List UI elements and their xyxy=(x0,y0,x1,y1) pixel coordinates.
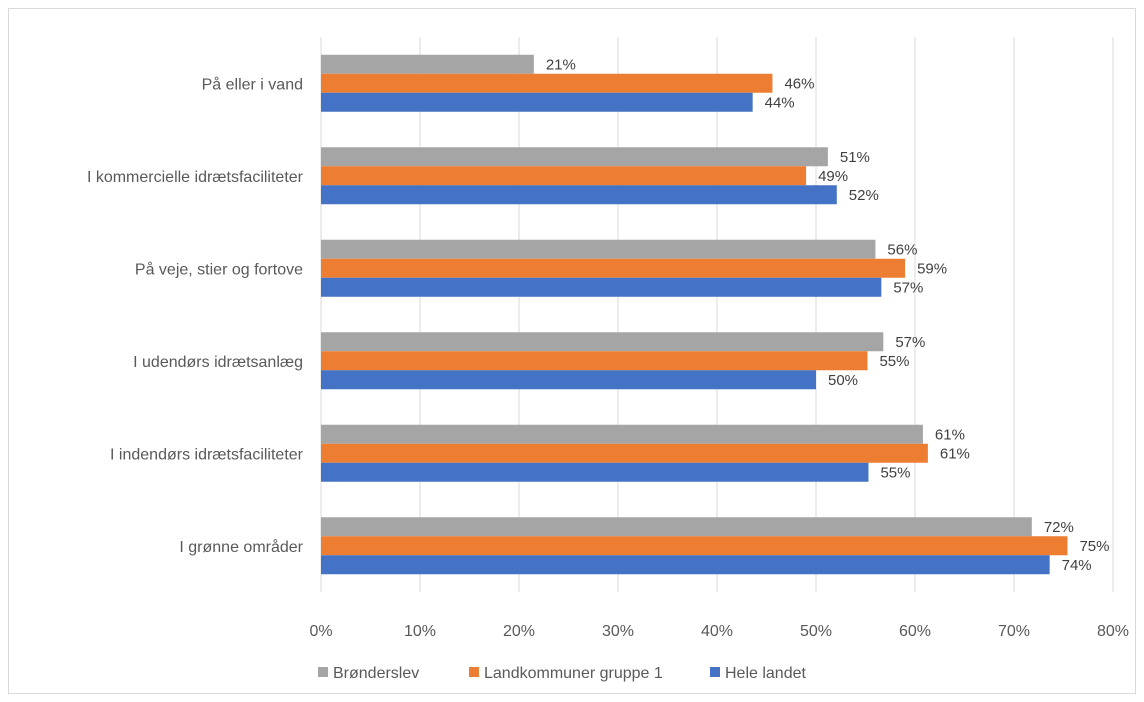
x-tick-label: 70% xyxy=(998,623,1030,640)
x-axis-tick-labels: 0% 10% 20% 30% 40% 50% 60% 70% 80% xyxy=(309,623,1129,640)
legend-swatch-hele-landet xyxy=(710,667,720,677)
x-tick-label: 40% xyxy=(701,623,733,640)
data-label: 72% xyxy=(1044,519,1074,536)
bar-hele-landet-4 xyxy=(321,462,869,482)
category-label: På veje, stier og fortove xyxy=(135,260,303,278)
legend-swatch-brønderslev xyxy=(318,667,328,677)
bar-landkommuner-gruppe-1-2 xyxy=(321,258,906,278)
data-label: 55% xyxy=(880,464,910,481)
data-labels: 21% 46% 44% 51% 49%52% 56%59% 57% 57% 55% 50% 61% 6… xyxy=(546,56,1110,574)
bar-hele-landet-5 xyxy=(321,555,1050,575)
x-tick-label: 80% xyxy=(1097,623,1129,640)
legend: Brønderslev Landkommuner gruppe 1 Hele lan… xyxy=(318,665,807,682)
data-label: 50% xyxy=(828,372,858,389)
data-label: 59% xyxy=(917,260,947,277)
bar-landkommuner-gruppe-1-0 xyxy=(321,73,773,93)
bar-landkommuner-gruppe-1-3 xyxy=(321,351,868,371)
data-label: 46% xyxy=(784,75,814,92)
bar-hele-landet-0 xyxy=(321,92,753,112)
data-label: 75% xyxy=(1079,538,1109,555)
data-label: 51% xyxy=(840,149,870,166)
data-label: 57% xyxy=(893,279,923,296)
x-tick-label: 50% xyxy=(800,623,832,640)
bar-landkommuner-gruppe-1-4 xyxy=(321,443,928,463)
bars xyxy=(321,54,1068,575)
x-tick-label: 30% xyxy=(602,623,634,640)
category-label: I indendørs idrætsfaciliteter xyxy=(110,446,304,463)
category-label: I grønne områder xyxy=(179,538,303,556)
legend-swatch-landkommuner-gruppe-1 xyxy=(469,667,479,677)
data-label: 56% xyxy=(887,241,917,258)
x-tick-label: 10% xyxy=(404,623,436,640)
bar-landkommuner-gruppe-1-1 xyxy=(321,166,807,186)
data-label: 55% xyxy=(879,353,909,370)
data-label: 49% xyxy=(818,168,848,185)
category-labels: På eller i vand I kommercielle idrætsfaci… xyxy=(87,75,304,556)
x-tick-label: 0% xyxy=(309,623,332,640)
data-label: 21% xyxy=(546,56,576,73)
data-label: 61% xyxy=(940,445,970,462)
legend-label: Brønderslev xyxy=(333,665,419,682)
bar-hele-landet-3 xyxy=(321,370,816,390)
data-label: 44% xyxy=(765,94,795,111)
bar-brønderslev-0 xyxy=(321,54,534,74)
bar-brønderslev-2 xyxy=(321,239,876,259)
data-label: 52% xyxy=(849,187,879,204)
legend-label: Landkommuner gruppe 1 xyxy=(484,665,663,682)
bar-brønderslev-5 xyxy=(321,517,1032,537)
data-label: 61% xyxy=(935,426,965,443)
bar-hele-landet-2 xyxy=(321,277,882,297)
category-label: I udendørs idrætsanlæg xyxy=(133,354,303,371)
category-label: I kommercielle idrætsfaciliteter xyxy=(87,169,304,186)
gridlines xyxy=(320,37,1114,592)
data-label: 57% xyxy=(895,334,925,351)
data-label: 74% xyxy=(1062,557,1092,574)
category-label: På eller i vand xyxy=(202,75,303,93)
legend-label: Hele landet xyxy=(725,665,807,682)
x-tick-label: 20% xyxy=(503,623,535,640)
bar-hele-landet-1 xyxy=(321,185,837,205)
bar-brønderslev-3 xyxy=(321,332,884,352)
bar-landkommuner-gruppe-1-5 xyxy=(321,536,1068,556)
bar-brønderslev-1 xyxy=(321,147,828,167)
x-tick-label: 60% xyxy=(899,623,931,640)
bar-brønderslev-4 xyxy=(321,424,923,444)
